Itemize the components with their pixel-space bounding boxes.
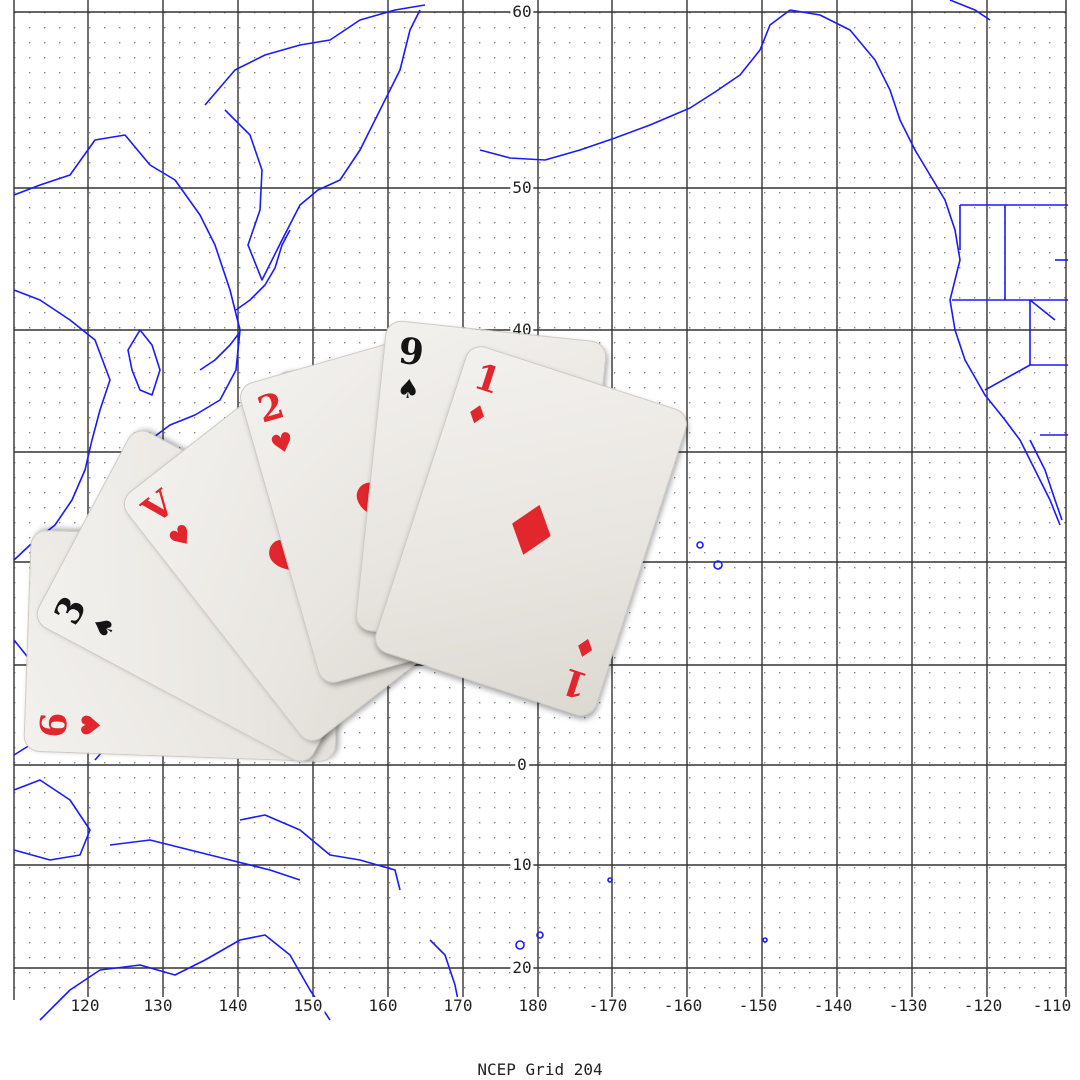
map-caption: NCEP Grid 204 xyxy=(477,1060,603,1079)
longitude-label: 120 xyxy=(68,996,102,1015)
latitude-label: 20 xyxy=(510,958,534,977)
longitude-label: -160 xyxy=(661,996,705,1015)
longitude-label: -120 xyxy=(961,996,1005,1015)
longitude-label: 180 xyxy=(516,996,550,1015)
longitude-label: -140 xyxy=(811,996,855,1015)
latitude-label: 60 xyxy=(510,2,534,21)
longitude-label: -130 xyxy=(886,996,930,1015)
longitude-label: 170 xyxy=(441,996,475,1015)
latitude-label: 0 xyxy=(515,755,529,774)
diamond-icon: ♦ xyxy=(487,481,575,581)
heart-icon: ♥ xyxy=(76,713,108,738)
diamond-icon: ♦ xyxy=(569,628,602,665)
diamond-icon: ♦ xyxy=(460,397,493,434)
coastlines xyxy=(13,0,1068,1021)
longitude-label: 150 xyxy=(291,996,325,1015)
longitude-label: -110 xyxy=(1030,996,1074,1015)
card-rank: 6 xyxy=(32,711,76,739)
latitude-label: 50 xyxy=(510,178,534,197)
card-rank: 9 xyxy=(396,329,426,375)
card-rank: 1 xyxy=(556,659,594,707)
card-rank: 2 xyxy=(253,384,289,432)
spade-icon: ♠ xyxy=(395,373,422,407)
longitude-label: 130 xyxy=(141,996,175,1015)
latitude-label: 10 xyxy=(510,855,534,874)
longitude-label: 140 xyxy=(216,996,250,1015)
longitude-label: -150 xyxy=(736,996,780,1015)
heart-icon: ♥ xyxy=(267,426,298,462)
card-rank: 1 xyxy=(468,355,506,403)
longitude-label: -170 xyxy=(586,996,630,1015)
longitude-label: 160 xyxy=(366,996,400,1015)
